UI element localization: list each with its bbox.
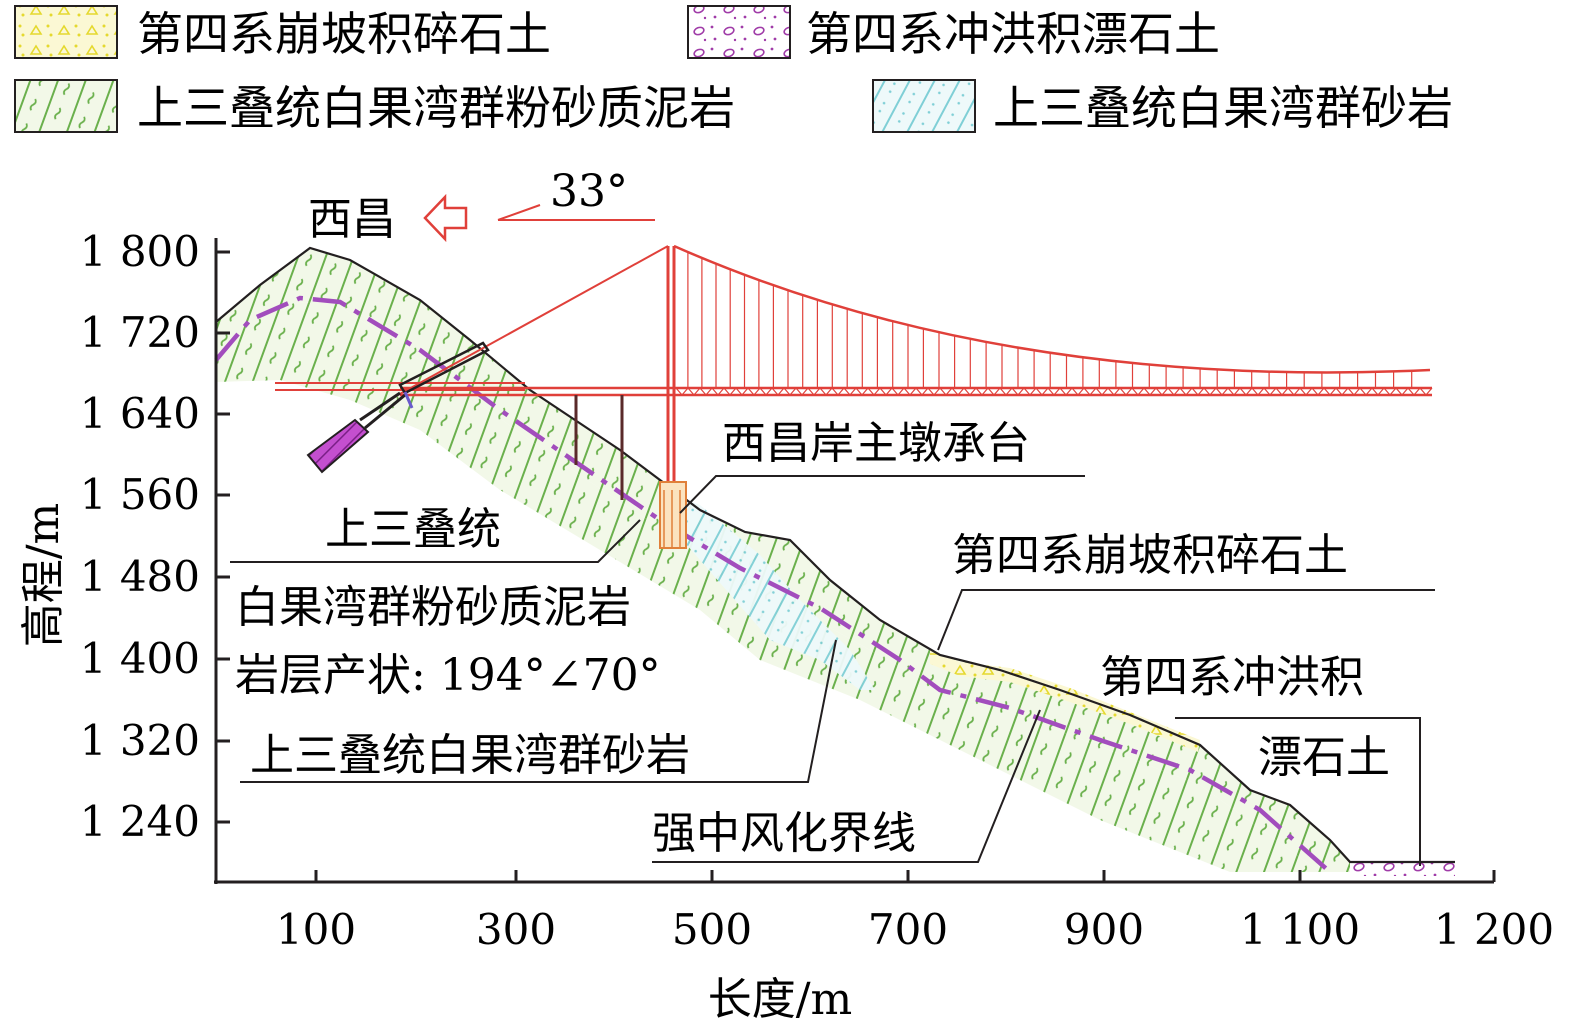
x-tick-label: 300 xyxy=(476,905,556,954)
x-tick-label: 1 200 xyxy=(1434,905,1554,954)
legend-label-alluvium: 第四系冲洪积漂石土 xyxy=(806,7,1220,61)
weathering-boundary-line xyxy=(214,295,1332,874)
alluvium-label-line2: 漂石土 xyxy=(1258,732,1390,783)
legend-swatch-mudstone xyxy=(14,79,118,133)
y-tick-label: 1 480 xyxy=(80,552,200,601)
geology-section xyxy=(214,246,1455,876)
direction-place-label: 西昌 xyxy=(308,194,396,245)
annotations: 西昌岸主墩承台 上三叠统 白果湾群粉砂质泥岩 岩层产状: 194°∠70° 上三… xyxy=(230,418,1435,866)
strike-angle-label: 33° xyxy=(550,166,628,217)
anchorage-tunnel xyxy=(306,341,490,474)
approach-piers xyxy=(574,395,624,500)
ground-surface-line xyxy=(215,246,1455,864)
y-ticks: 1 800 1 720 1 640 1 560 1 480 1 400 1 320 1 240 xyxy=(80,227,230,846)
y-tick-label: 1 400 xyxy=(80,634,200,683)
backstay-cable xyxy=(397,245,669,396)
y-tick-label: 1 560 xyxy=(80,470,200,519)
legend-swatch-sandstone xyxy=(872,79,976,133)
alluvium-layer xyxy=(1350,862,1455,876)
alluvium-label-line1: 第四系冲洪积 xyxy=(1100,652,1364,703)
bedding-attitude-label: 岩层产状: 194°∠70° xyxy=(235,650,661,701)
legend-label-sandstone: 上三叠统白果湾群砂岩 xyxy=(993,81,1453,135)
y-tick-label: 1 720 xyxy=(80,308,200,357)
mudstone-lower-band xyxy=(216,300,1320,872)
legend-swatch-colluvium xyxy=(14,5,118,59)
x-tick-label: 500 xyxy=(672,905,752,954)
y-tick-label: 1 640 xyxy=(80,389,200,438)
x-tick-label: 900 xyxy=(1064,905,1144,954)
y-tick-label: 1 800 xyxy=(80,227,200,276)
x-axis-label: 长度/m xyxy=(708,974,853,1025)
mudstone-body xyxy=(216,248,1350,872)
x-tick-label: 700 xyxy=(868,905,948,954)
legend-label-mudstone: 上三叠统白果湾群粉砂质泥岩 xyxy=(137,81,735,135)
suspension-bridge xyxy=(275,244,1433,549)
x-tick-label: 1 100 xyxy=(1240,905,1360,954)
colluvium-label: 第四系崩坡积碎石土 xyxy=(952,530,1348,581)
mudstone-label-line1: 上三叠统 xyxy=(325,504,501,555)
y-tick-label: 1 240 xyxy=(80,797,200,846)
legend-swatch-alluvium xyxy=(687,5,791,59)
x-ticks: 100 300 500 700 900 1 100 1 200 xyxy=(276,870,1554,954)
legend-label-colluvium: 第四系崩坡积碎石土 xyxy=(137,7,551,61)
sandstone-band xyxy=(660,490,875,690)
strike-arrow-icon xyxy=(497,204,541,221)
x-tick-label: 100 xyxy=(276,905,356,954)
y-axis-label: 高程/m xyxy=(18,503,69,648)
truss-zigzag xyxy=(675,387,1433,396)
anchor-block xyxy=(306,418,370,474)
y-tick-label: 1 320 xyxy=(80,716,200,765)
mudstone-label-line2: 白果湾群粉砂质泥岩 xyxy=(235,582,631,633)
left-arrow-icon xyxy=(423,193,468,243)
sandstone-label: 上三叠统白果湾群砂岩 xyxy=(250,730,690,781)
pier-cap-label: 西昌岸主墩承台 xyxy=(722,418,1030,469)
deck-truss xyxy=(675,387,1433,396)
direction-indicator: 西昌 33° xyxy=(308,166,655,245)
hangers xyxy=(687,252,1413,388)
main-cable xyxy=(673,244,1431,374)
weathering-boundary-label: 强中风化界线 xyxy=(652,808,916,859)
colluvium-layer xyxy=(930,650,1200,752)
legend: 第四系崩坡积碎石土 第四系冲洪积漂石土 上三叠统白果湾群粉砂质泥岩 上三叠统白果… xyxy=(14,5,1453,135)
axes xyxy=(214,238,1494,884)
